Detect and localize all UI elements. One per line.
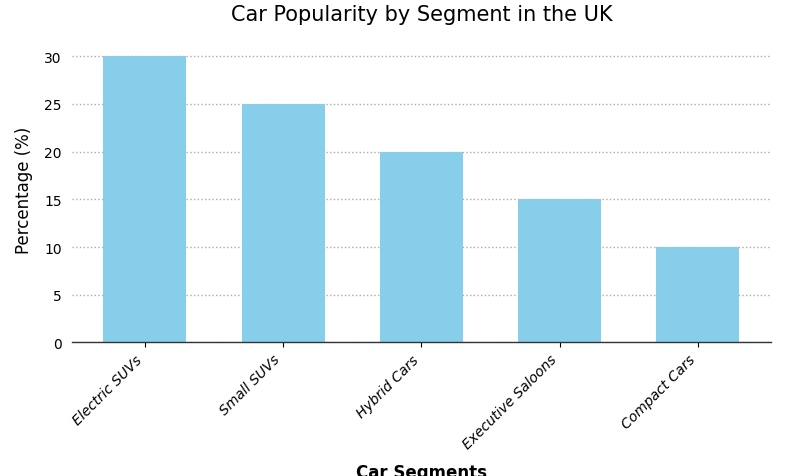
Y-axis label: Percentage (%): Percentage (%): [15, 127, 33, 254]
Bar: [242, 105, 324, 343]
Bar: [518, 200, 601, 343]
Bar: [380, 152, 463, 343]
X-axis label: Car Segments: Car Segments: [356, 463, 487, 476]
Title: Car Popularity by Segment in the UK: Car Popularity by Segment in the UK: [231, 6, 612, 25]
Bar: [103, 57, 186, 343]
Bar: [657, 248, 739, 343]
